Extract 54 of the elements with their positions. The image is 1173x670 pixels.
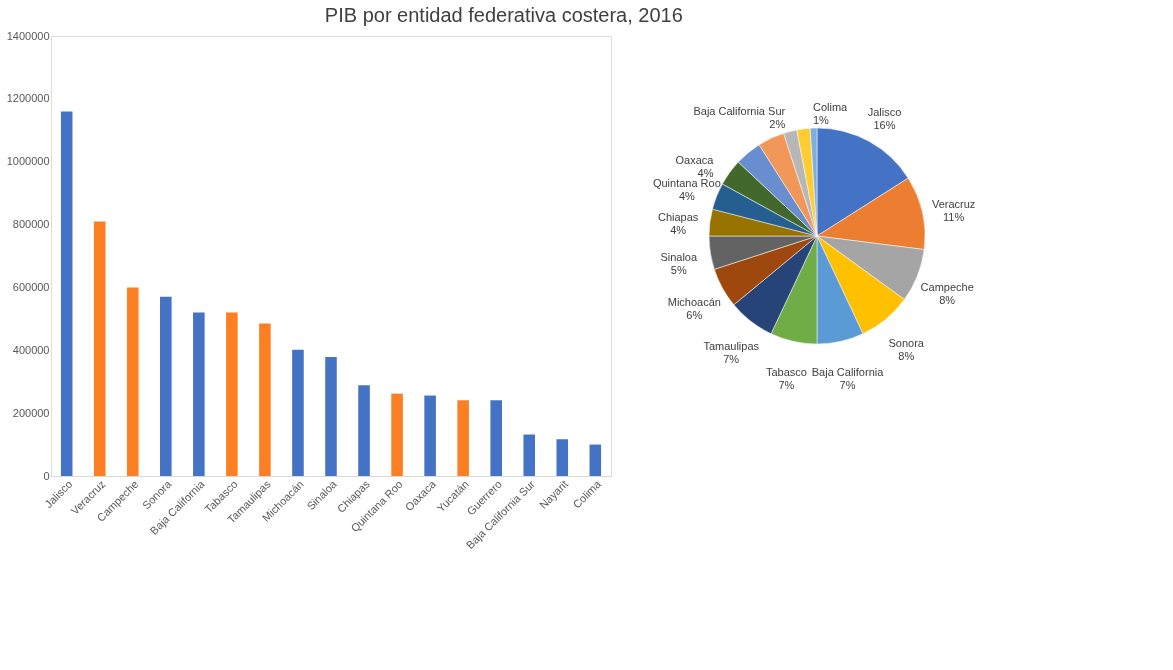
data-label: 4% [670,224,687,237]
bar [523,434,536,476]
data-label: 7% [778,378,795,391]
bar [589,444,602,476]
chart-title: PIB por entidad federativa costera, 2016 [324,3,683,26]
y-tick-label: 1400000 [6,29,50,42]
bar [325,356,337,476]
y-tick-label: 400000 [12,343,50,356]
y-tick-label: 800000 [12,218,50,231]
bar [93,221,106,476]
data-label: 2% [769,118,786,131]
bar [226,312,238,476]
y-tick-label: 600000 [12,280,50,293]
slice-label: Colima [812,101,849,114]
y-tick-label: 200000 [12,406,50,419]
bar [126,287,139,476]
slice-label: Tabasco [765,365,807,378]
bar [457,400,469,476]
y-tick-label: 0 [43,469,50,482]
data-label: 1% [812,114,830,127]
slice-label: Veracruz [931,198,976,211]
data-label: 7% [839,378,856,391]
bar [556,439,569,476]
bar [193,312,205,476]
data-label: 4% [697,166,714,179]
bar [259,323,271,476]
bar [292,349,304,476]
slice-label: Campeche [920,280,974,293]
data-label: 4% [678,190,695,203]
slice-label: Sinaloa [660,250,698,263]
slice-label: Chiapas [657,211,699,224]
data-label: 7% [723,352,740,365]
slice-label: Baja California Sur [693,105,786,118]
slice-label: Sonora [888,336,925,349]
data-label: 8% [898,349,915,362]
data-label: 8% [939,293,956,306]
bar [60,111,73,476]
slice-label: Michoacán [667,296,721,309]
y-tick-label: 1200000 [6,92,50,105]
data-label: 11% [943,211,965,224]
slice-label: Oaxaca [675,153,715,166]
bar [424,395,436,476]
data-label: 16% [873,119,896,132]
slice-label: Quintana Roo [652,177,721,190]
slice-label: Tamaulipas [703,339,760,352]
bar [160,296,172,476]
y-tick-label: 1000000 [6,155,50,168]
data-label: 6% [686,309,703,322]
slice-label: Baja California [811,365,885,378]
bar [391,393,403,476]
bar [358,385,370,476]
data-label: 5% [670,263,687,276]
slice-label: Jalisco [867,106,902,119]
bar [490,400,502,476]
